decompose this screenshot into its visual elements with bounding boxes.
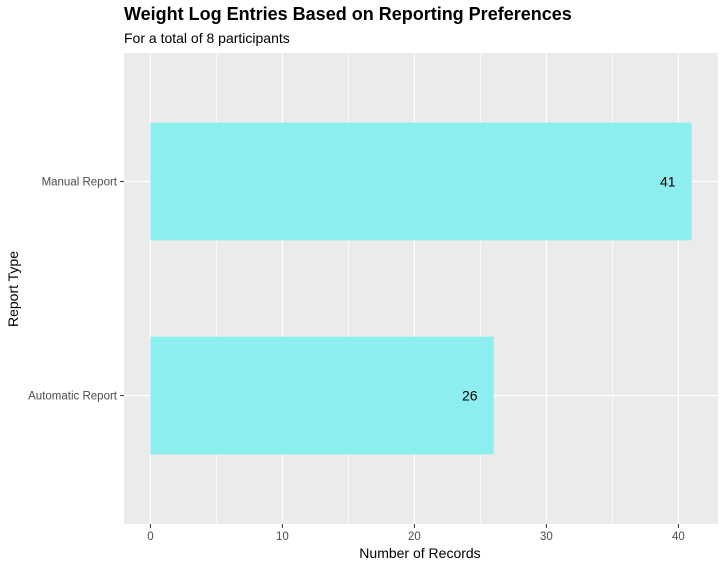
y-tick-label: Automatic Report <box>28 391 118 403</box>
x-axis-title: Number of Records <box>359 545 480 561</box>
data-label: 41 <box>660 173 676 189</box>
bar <box>150 122 692 241</box>
chart-title: Weight Log Entries Based on Reporting Pr… <box>124 4 572 24</box>
y-axis-title: Report Type <box>5 251 21 327</box>
chart-subtitle: For a total of 8 participants <box>124 30 290 46</box>
bars: 26 41 <box>150 122 692 455</box>
x-tick-label: 30 <box>540 531 553 543</box>
x-tick-label: 20 <box>408 531 421 543</box>
x-axis: 0 10 20 30 40 <box>147 524 685 543</box>
x-tick-label: 10 <box>276 531 289 543</box>
y-tick-label: Manual Report <box>42 176 118 188</box>
data-label: 26 <box>462 388 478 404</box>
x-tick-label: 40 <box>672 531 685 543</box>
y-axis: Automatic Report Manual Report <box>28 176 124 403</box>
bar <box>150 336 494 455</box>
x-tick-label: 0 <box>147 531 153 543</box>
